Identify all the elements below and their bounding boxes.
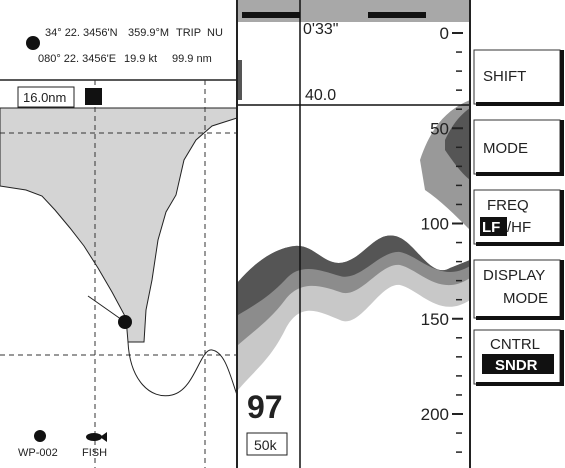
display-mode-key[interactable]: DISPLAY MODE (474, 260, 562, 318)
key-label: CNTRL (490, 336, 540, 353)
mode-key[interactable]: MODE (474, 120, 562, 174)
key-label: MODE (503, 290, 548, 307)
sounder: 0'33" 40.0 0 50 100 150 200 97 50k (238, 0, 470, 468)
plotter: 34° 22. 3456'N 359.9°M TRIP NU 080° 22. … (0, 0, 237, 468)
fish-label: FISH (82, 447, 107, 459)
scale-label: 150 (421, 310, 449, 329)
trip-label: TRIP (176, 27, 201, 39)
position-icon (26, 36, 40, 50)
land (0, 108, 237, 342)
fish-icon (86, 433, 102, 441)
key-label: SNDR (495, 357, 538, 374)
scale-label: 0 (440, 24, 449, 43)
longitude: 080° 22. 3456'E (38, 53, 116, 65)
bar-segment (242, 12, 300, 18)
key-label: FREQ (487, 197, 529, 214)
cntrl-key[interactable]: CNTRL SNDR (474, 330, 562, 384)
speed: 19.9 kt (124, 53, 157, 65)
range: 16.0nm (23, 90, 66, 105)
latitude: 34° 22. 3456'N (45, 27, 118, 39)
trip-unit: NU (207, 27, 223, 39)
soft-keys: SHIFT MODE FREQ LF /HF DISPLAY MODE CNTR… (474, 50, 562, 384)
frequency: 50k (254, 437, 278, 453)
vrm-value: 40.0 (305, 87, 336, 104)
boat (118, 315, 132, 329)
waypoint-icon (34, 430, 46, 442)
top-bar (238, 0, 470, 22)
track (128, 342, 237, 396)
page: {"plotter": {"latitude": "34° 22. 3456'N… (0, 0, 565, 468)
course: 359.9°M (128, 27, 169, 39)
depth-value: 97 (247, 389, 283, 425)
elapsed-time: 0'33" (303, 21, 338, 38)
scale-label: 100 (421, 215, 449, 234)
key-label: /HF (507, 219, 531, 236)
fish-icon-tail (100, 432, 107, 442)
north-icon (85, 88, 102, 105)
echo-edge (238, 60, 242, 100)
distance: 99.9 nm (172, 53, 212, 65)
key-label: SHIFT (483, 68, 526, 85)
key-label: LF (482, 219, 500, 236)
shift-key[interactable]: SHIFT (474, 50, 562, 104)
scale-label: 50 (430, 119, 449, 138)
freq-key[interactable]: FREQ LF /HF (474, 190, 562, 244)
key-label: DISPLAY (483, 267, 545, 284)
screen: 34° 22. 3456'N 359.9°M TRIP NU 080° 22. … (0, 0, 565, 468)
waypoint-label: WP-002 (18, 447, 58, 459)
scale-label: 200 (421, 405, 449, 424)
key-label: MODE (483, 140, 528, 157)
depth-scale: 0 50 100 150 200 (421, 24, 463, 452)
bar-segment (368, 12, 426, 18)
